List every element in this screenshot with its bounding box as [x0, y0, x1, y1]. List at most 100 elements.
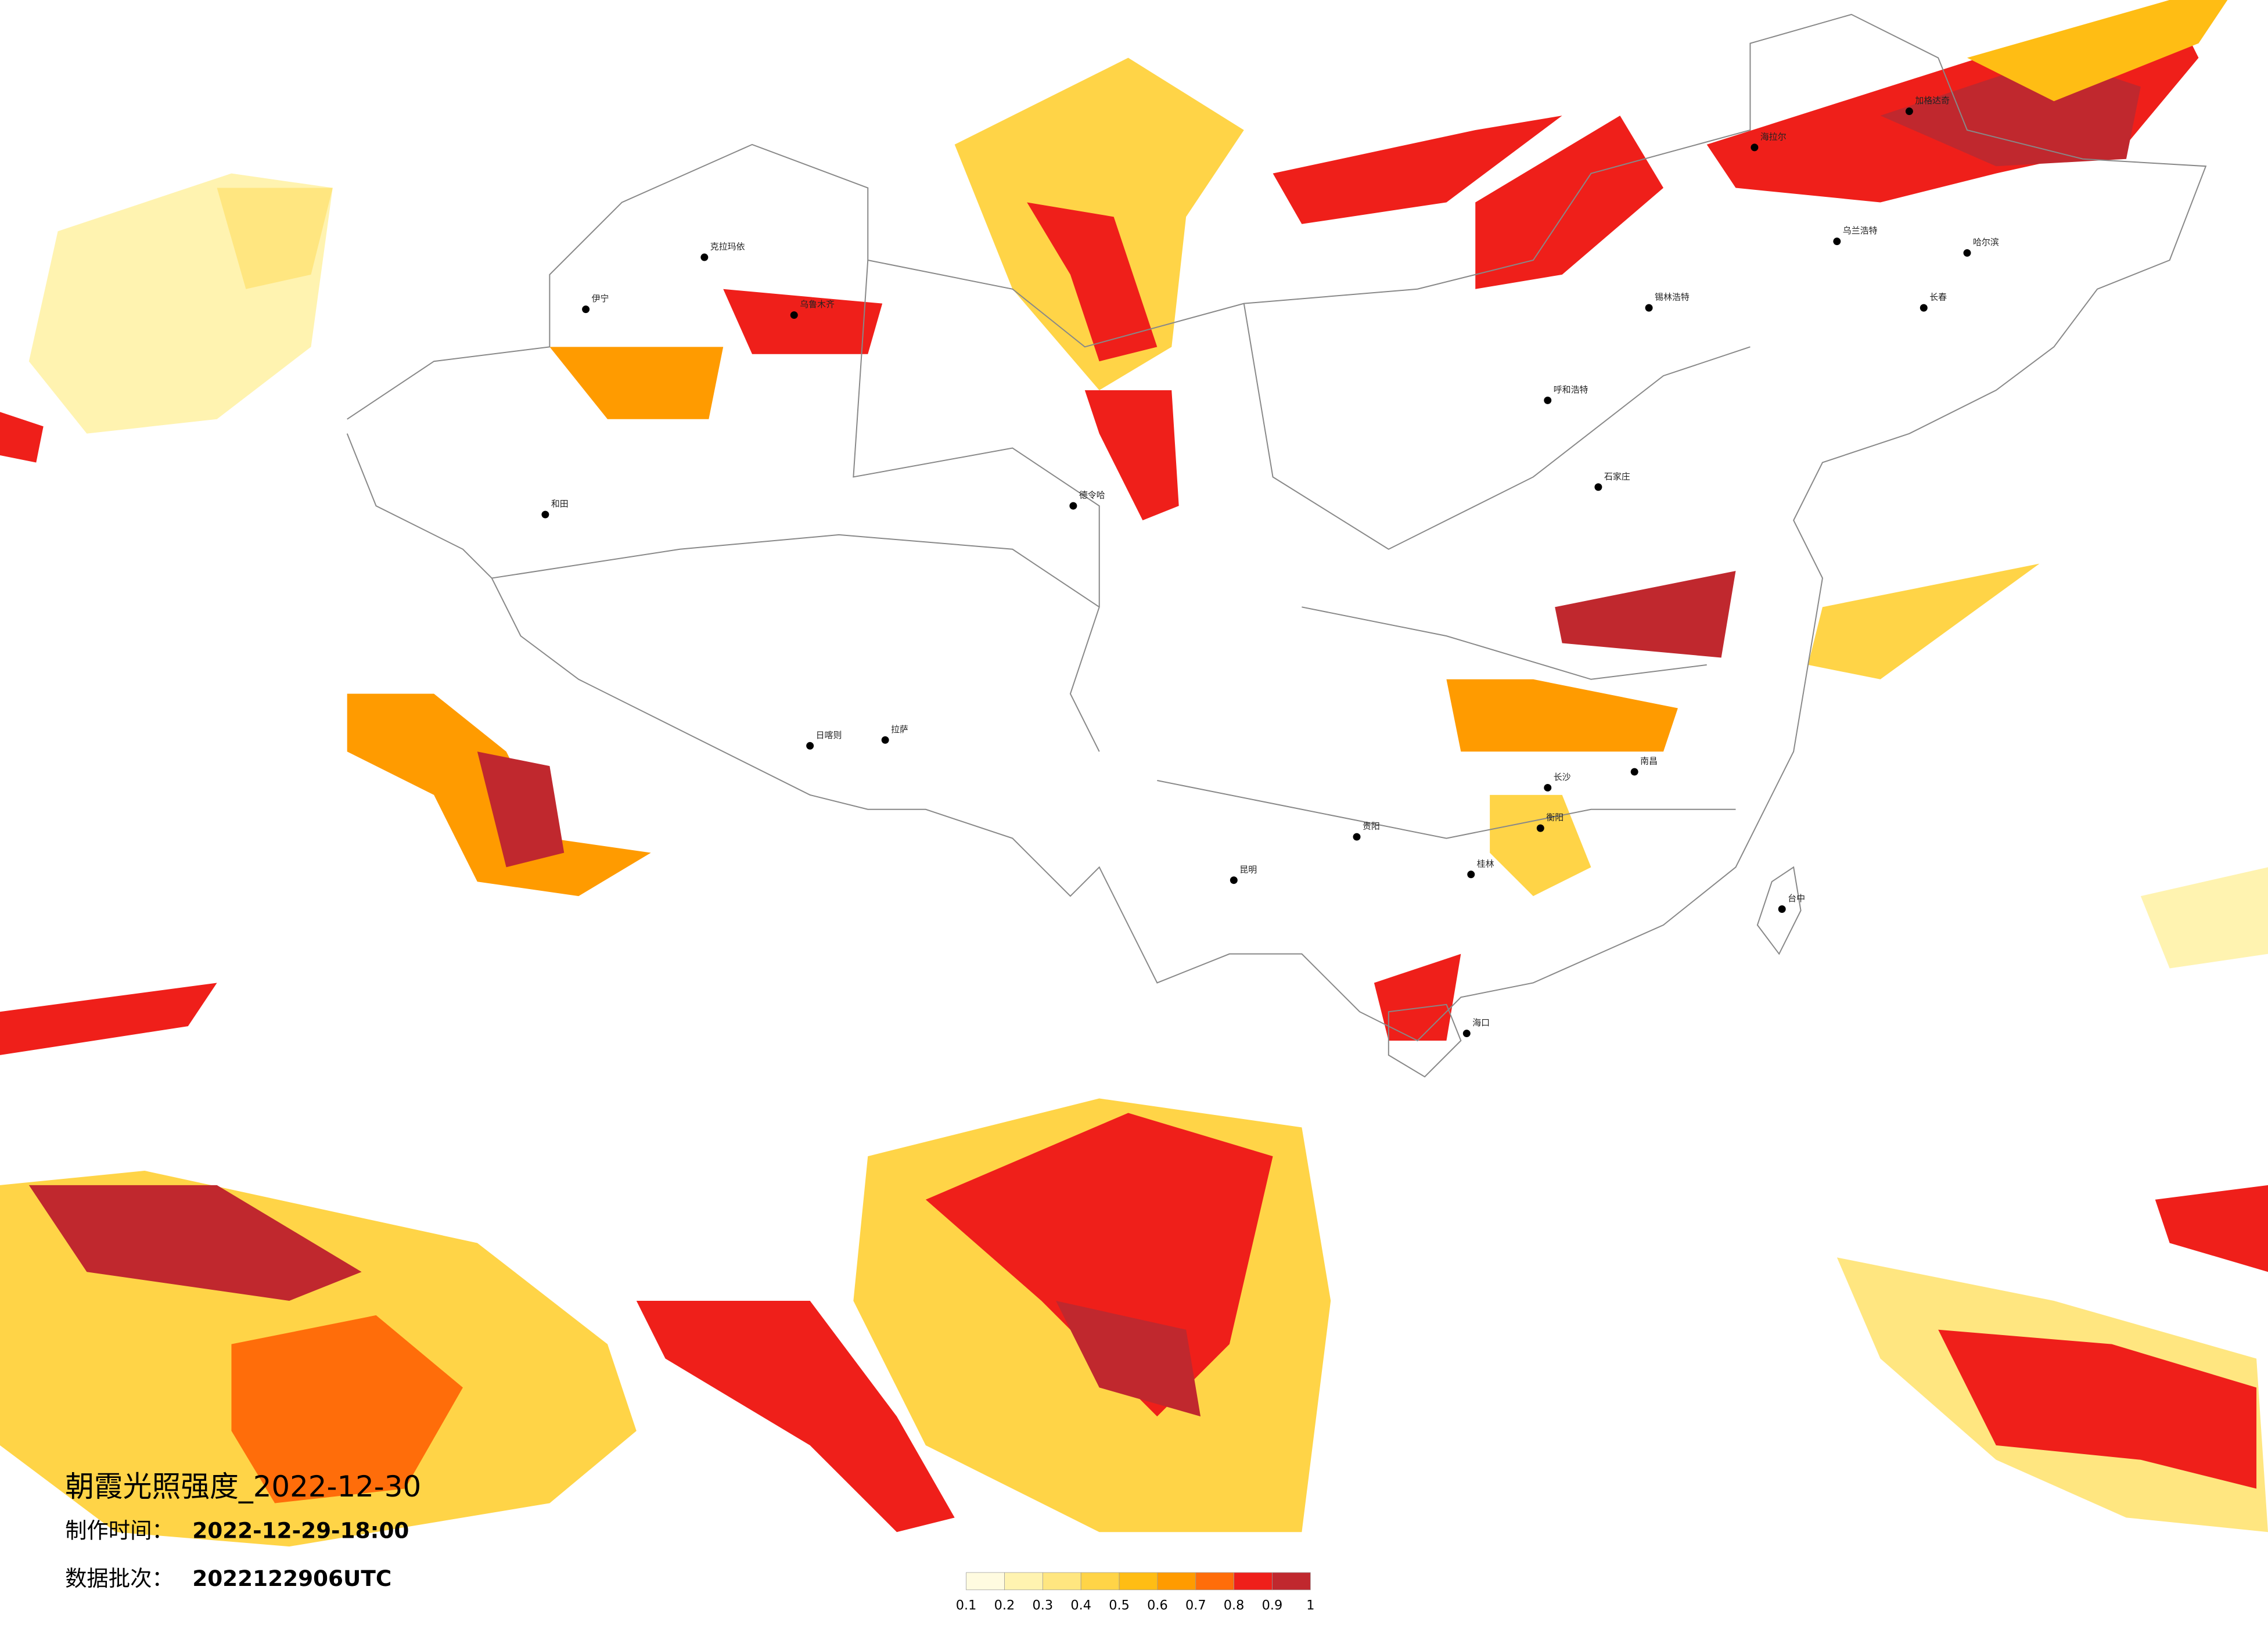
field-blob: [2155, 1185, 2268, 1272]
city-dot: [1778, 905, 1786, 913]
city-dot: [881, 736, 889, 744]
city-dot: [1230, 876, 1238, 884]
city-dot: [1594, 483, 1602, 491]
field-blob: [28, 1185, 362, 1301]
field-blob: [1374, 954, 1461, 1041]
colorbar-tick-label: 0.2: [994, 1598, 1015, 1613]
field-blob: [217, 188, 333, 289]
city-dot: [1905, 107, 1913, 116]
field-blob: [477, 751, 565, 868]
field-blob: [1273, 116, 1562, 224]
province-border: [1157, 780, 1736, 839]
city-label: 海拉尔: [1760, 131, 1787, 142]
colorbar-swatch: [1157, 1572, 1196, 1591]
city-label: 日喀则: [816, 730, 842, 740]
island-border: [1756, 866, 1802, 955]
field-blob: [723, 289, 883, 354]
city-dot: [1536, 824, 1544, 832]
made-value: 2022-12-29-18:00: [192, 1518, 409, 1544]
weather-field: [0, 0, 2268, 1547]
city-label: 和田: [551, 499, 569, 509]
city-dot: [1833, 238, 1841, 246]
city-label: 乌兰浩特: [1843, 225, 1878, 236]
field-blob: [1475, 116, 1663, 289]
city-dot: [1963, 249, 1971, 257]
city-dot: [1920, 304, 1928, 312]
field-blob: [1967, 0, 2228, 102]
city-dot: [1467, 870, 1475, 879]
colorbar-tick-label: 1: [1306, 1598, 1314, 1613]
province-border: [491, 534, 1100, 608]
borders: [346, 13, 2207, 1078]
province-border: [1243, 303, 1751, 550]
batch-value: 2022122906UTC: [192, 1566, 391, 1591]
city-label: 乌鲁木齐: [800, 299, 835, 310]
field-blob: [1490, 794, 1591, 897]
field-blob: [1084, 390, 1179, 520]
city-label: 伊宁: [592, 293, 609, 304]
city-dot: [1069, 502, 1077, 510]
city-label: 长春: [1929, 292, 1947, 303]
city-label: 贵阳: [1363, 821, 1380, 832]
city-label: 海口: [1472, 1017, 1490, 1028]
made-label: 制作时间：: [65, 1518, 174, 1544]
city-label: 台中: [1788, 893, 1805, 904]
city-label: 呼和浩特: [1554, 384, 1588, 395]
colorbar-swatch: [1119, 1572, 1158, 1591]
colorbar: 0.1 0.2 0.3 0.4 0.5 0.6 0.7 0.8 0.9 1: [956, 1572, 1314, 1613]
colorbar-tick-label: 0.1: [956, 1598, 977, 1613]
city-label: 桂林: [1477, 858, 1494, 869]
colorbar-swatch: [1042, 1572, 1081, 1591]
colorbar-swatch: [966, 1572, 1005, 1591]
field-blob: [1555, 571, 1736, 658]
field-blob: [2140, 867, 2268, 969]
colorbar-swatch: [1234, 1572, 1273, 1591]
colorbar-swatch: [1004, 1572, 1043, 1591]
city-dot: [1645, 304, 1653, 312]
province-border: [853, 260, 1100, 752]
colorbar-tick-label: 0.7: [1185, 1598, 1206, 1613]
colorbar-tick-label: 0.3: [1033, 1598, 1054, 1613]
field-blob: [0, 983, 217, 1055]
field-blob: [1808, 563, 2040, 679]
city-dot: [1544, 396, 1552, 404]
colorbar-tick-label: 0.8: [1224, 1598, 1245, 1613]
field-blob: [549, 347, 724, 419]
colorbar-tick-label: 0.6: [1147, 1598, 1168, 1613]
colorbar-tick-label: 0.9: [1262, 1598, 1283, 1613]
field-blob: [1027, 202, 1158, 362]
city-label: 克拉玛依: [710, 242, 745, 252]
city-label: 德令哈: [1079, 490, 1105, 501]
country-border: [346, 13, 2207, 1042]
city-label: 拉萨: [891, 724, 908, 735]
island-border: [1388, 1003, 1462, 1078]
city-label: 长沙: [1554, 772, 1571, 782]
city-label: 加格达奇: [1915, 95, 1950, 106]
city-label: 石家庄: [1604, 471, 1630, 481]
city-dot: [1751, 143, 1759, 152]
city-dot: [582, 305, 590, 314]
map-title: 朝霞光照强度_2022-12-30: [65, 1470, 421, 1503]
batch-label: 数据批次：: [65, 1566, 174, 1591]
field-blob: [636, 1301, 955, 1533]
city-dot: [541, 510, 549, 519]
colorbar-swatch: [1195, 1572, 1234, 1591]
city-label: 哈尔滨: [1973, 237, 1999, 247]
city-dot: [700, 253, 709, 261]
city-label: 昆明: [1239, 864, 1257, 875]
city-dot: [790, 311, 798, 319]
city-dot: [1353, 833, 1361, 841]
city-dot: [1462, 1030, 1471, 1038]
field-blob: [231, 1315, 463, 1503]
city-dot: [806, 742, 814, 750]
colorbar-swatch: [1080, 1572, 1120, 1591]
city-label: 南昌: [1640, 756, 1658, 767]
city-dot: [1544, 783, 1552, 792]
province-border: [1302, 606, 1707, 680]
colorbar-tick-label: 0.4: [1070, 1598, 1091, 1613]
field-blob: [1446, 679, 1678, 752]
city-label: 锡林浩特: [1655, 292, 1690, 303]
